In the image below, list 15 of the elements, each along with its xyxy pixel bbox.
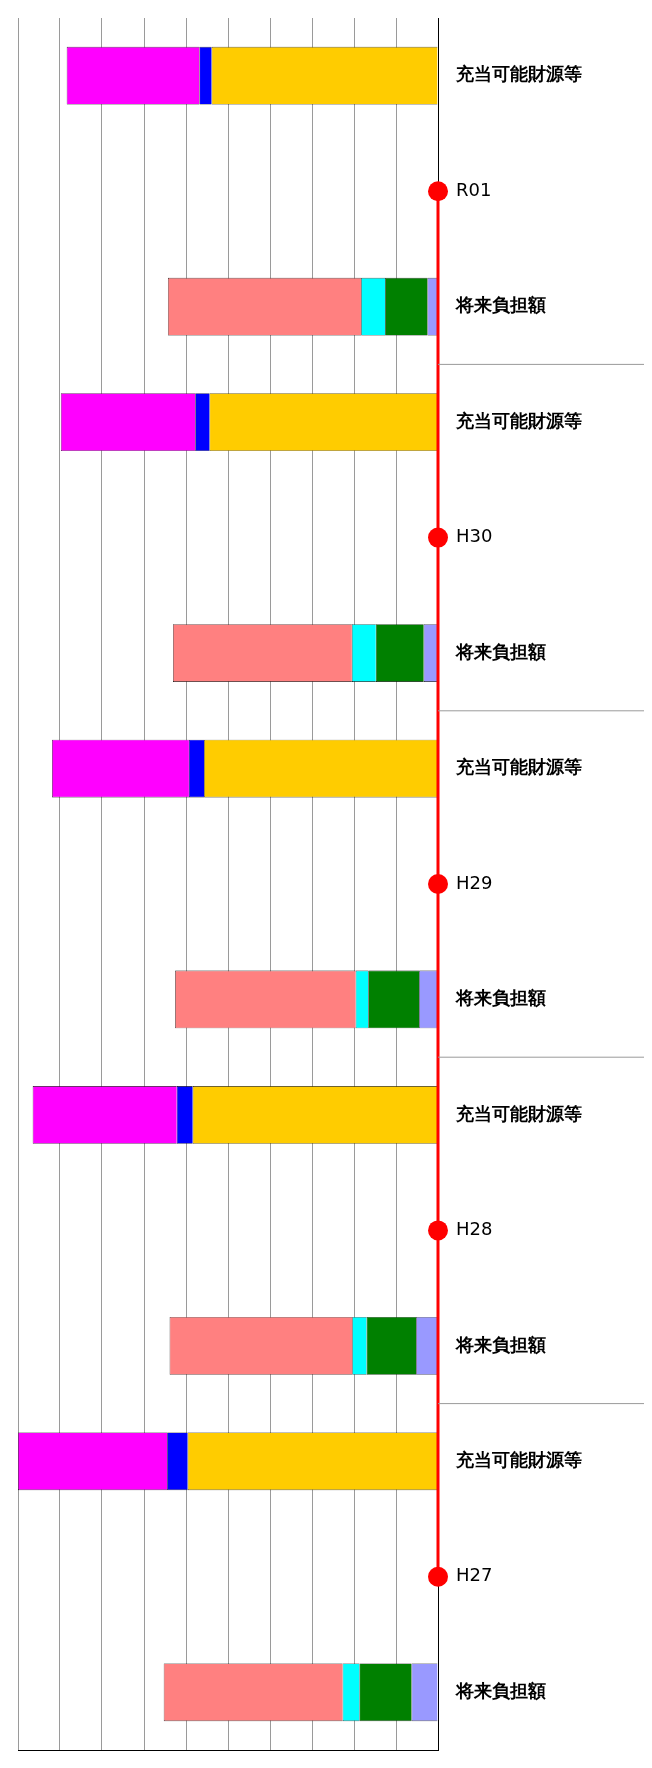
y-tick-label: 充当可能財源等 <box>455 63 582 85</box>
y-tick-label: 将来負担額 <box>455 1333 546 1355</box>
y-tick-label: H30 <box>456 525 493 547</box>
y-tick-label: H27 <box>456 1564 493 1586</box>
y-tick-label: 将来負担額 <box>455 987 546 1009</box>
y-tick-label: 充当可能財源等 <box>455 756 582 778</box>
y-tick-label: H29 <box>456 871 493 893</box>
y-tick-label: 充当可能財源等 <box>455 1449 582 1471</box>
y-tick-label: R01 <box>456 178 492 200</box>
y-tick-label: 充当可能財源等 <box>455 409 582 431</box>
y-tick-label: 将来負担額 <box>455 294 546 316</box>
y-tick-label: 充当可能財源等 <box>455 1102 582 1124</box>
y-tick-label: 将来負担額 <box>455 1679 546 1701</box>
y-tick-label: 将来負担額 <box>455 640 546 662</box>
y-tick-label: H28 <box>456 1218 493 1240</box>
